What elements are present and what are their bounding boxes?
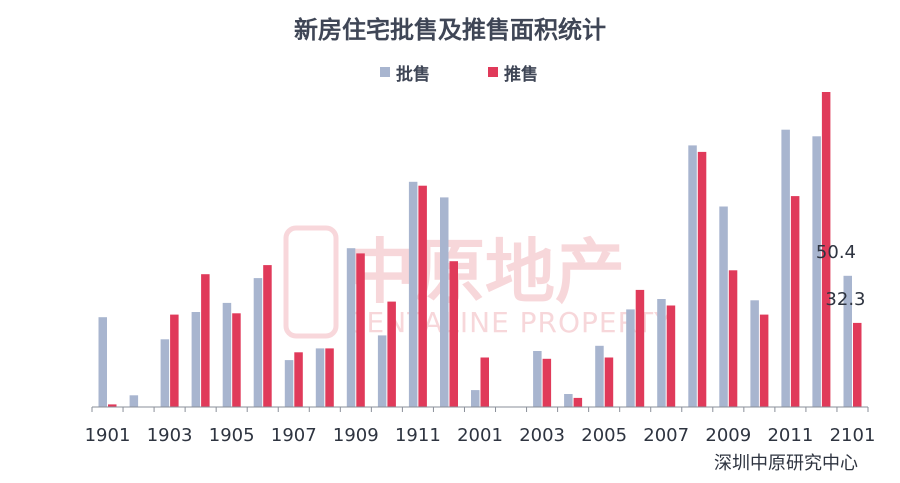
bar-pishou-2005 xyxy=(595,345,604,407)
source-note: 深圳中原研究中心 xyxy=(714,453,858,474)
bar-pishou-1903 xyxy=(160,339,170,407)
x-tick-label-2101: 2101 xyxy=(830,425,876,446)
watermark-brand-en: CENTALINE PROPERTY xyxy=(346,306,672,339)
bars xyxy=(98,92,862,408)
x-tick-label-1909: 1909 xyxy=(333,425,379,446)
bar-pishou-1906 xyxy=(253,278,263,407)
bar-tuishou-2006 xyxy=(635,289,645,407)
x-tick-label-2005: 2005 xyxy=(581,425,627,446)
watermark: 中原地产 CENTALINE PROPERTY xyxy=(283,225,672,339)
watermark-brand: 中原地产 xyxy=(345,231,625,313)
bar-tuishou-2010 xyxy=(759,314,769,407)
bar-tuishou-1905 xyxy=(232,313,241,407)
watermark-seal xyxy=(283,225,339,339)
bar-pishou-2006 xyxy=(626,309,635,407)
bar-tuishou-2009 xyxy=(728,270,738,407)
bar-pishou-1901 xyxy=(98,317,107,407)
bar-tuishou-2008 xyxy=(697,151,707,407)
bar-tuishou-1903 xyxy=(170,314,179,407)
bar-tuishou-1907 xyxy=(294,352,303,407)
bar-tuishou-1901 xyxy=(108,404,117,407)
x-tick-label-1911: 1911 xyxy=(395,425,441,446)
bar-tuishou-2007 xyxy=(666,305,676,407)
bar-pishou-2007 xyxy=(657,299,666,407)
bar-tuishou-1904 xyxy=(201,274,210,407)
bar-pishou-2011 xyxy=(781,129,790,407)
x-tick-label-1907: 1907 xyxy=(271,425,317,446)
bar-pishou-2001 xyxy=(471,390,480,407)
bar-tuishou-1911 xyxy=(418,185,427,407)
bar-pishou-1910 xyxy=(377,335,387,407)
x-tick-label-2009: 2009 xyxy=(705,425,751,446)
bar-pishou-1902 xyxy=(129,395,139,407)
x-tick-label-2001: 2001 xyxy=(457,425,503,446)
x-axis: 1901 1903 1905 1907 1909 1911 2001 2003 2005 2007… xyxy=(85,406,876,446)
bar-pishou-2008 xyxy=(688,145,697,407)
data-label-tuishou-2101: 32.3 xyxy=(825,289,865,310)
legend-label-pishou: 批售 xyxy=(396,64,430,85)
bar-pishou-2009 xyxy=(719,206,728,407)
bar-pishou-1911 xyxy=(408,181,418,407)
legend-swatch-pishou xyxy=(380,67,390,77)
bar-pishou-2004 xyxy=(564,394,573,407)
bar-tuishou-2012 xyxy=(821,92,831,407)
legend-label-tuishou: 推售 xyxy=(504,64,538,85)
bar-tuishou-1908 xyxy=(325,348,334,407)
bar-pishou-1908 xyxy=(315,348,325,407)
x-tick-label-2003: 2003 xyxy=(519,425,565,446)
bar-tuishou-2004 xyxy=(573,397,583,407)
x-tick-label-1901: 1901 xyxy=(85,425,131,446)
bar-tuishou-1906 xyxy=(263,265,272,407)
bar-pishou-2101 xyxy=(843,275,852,407)
legend: 批售 推售 xyxy=(380,64,538,85)
bar-tuishou-1909 xyxy=(356,253,365,407)
bar-pishou-1912 xyxy=(440,197,449,407)
bar-pishou-1909 xyxy=(346,248,356,407)
bar-pishou-2012 xyxy=(812,136,821,408)
bar-tuishou-2011 xyxy=(790,196,800,407)
x-tick-label-1905: 1905 xyxy=(209,425,255,446)
x-tick-label-2007: 2007 xyxy=(643,425,689,446)
x-tick-label-1903: 1903 xyxy=(147,425,193,446)
bar-pishou-1904 xyxy=(191,312,201,407)
bar-tuishou-1910 xyxy=(387,301,396,407)
x-tick-label-2011: 2011 xyxy=(767,425,813,446)
bar-tuishou-1912 xyxy=(449,261,458,407)
bar-pishou-2003 xyxy=(533,351,542,407)
data-labels: 50.4 32.3 xyxy=(816,242,866,310)
bar-pishou-1905 xyxy=(222,302,232,407)
bar-tuishou-2101 xyxy=(853,322,862,407)
bar-tuishou-2003 xyxy=(542,358,552,407)
bar-pishou-2010 xyxy=(750,300,759,407)
legend-swatch-tuishou xyxy=(488,67,498,77)
chart-title: 新房住宅批售及推售面积统计 xyxy=(294,16,606,44)
data-label-pishou-2101: 50.4 xyxy=(816,242,856,263)
bar-pishou-1907 xyxy=(284,360,294,407)
bar-tuishou-2005 xyxy=(604,357,614,407)
bar-tuishou-2001 xyxy=(480,357,489,407)
